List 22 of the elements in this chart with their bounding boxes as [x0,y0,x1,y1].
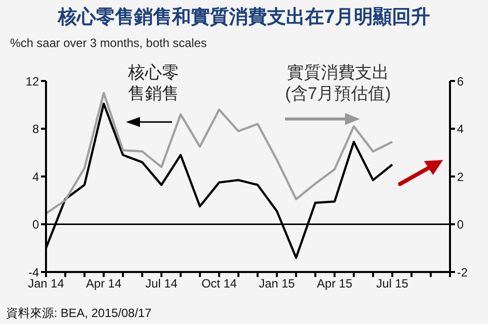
y-tick-label: 12 [26,74,40,88]
x-tick-label: Apr 14 [86,276,122,291]
x-tick-label: Jul 15 [376,276,409,291]
y2-tick-label: 4 [457,122,464,136]
chart-subtitle: %ch saar over 3 months, both scales [10,36,207,50]
y2-tick-label: 6 [457,74,464,88]
y-tick-label: 4 [32,170,40,184]
source-note: 資料來源: BEA, 2015/08/17 [6,305,152,322]
x-tick-label: Jul 14 [145,276,178,291]
x-tick-label: Apr 15 [316,276,353,291]
y-tick-label: 0 [32,218,40,232]
y-tick-label: 8 [32,122,40,136]
y2-tick-label: 0 [457,218,464,232]
chart-title: 核心零售銷售和實質消費支出在7月明顯回升 [56,6,431,30]
y2-tick-label: 2 [457,170,464,184]
y-tick-label: -4 [28,265,40,280]
series-label: 核心零售銷售 [128,62,180,104]
x-tick-label: Jan 15 [258,276,296,291]
text: 實質消費支出(含7月預估值) [284,62,392,104]
x-tick-label: Oct 14 [201,276,238,291]
y2-tick-label: -2 [457,265,468,280]
x-tick-label: Jan 14 [28,276,64,291]
